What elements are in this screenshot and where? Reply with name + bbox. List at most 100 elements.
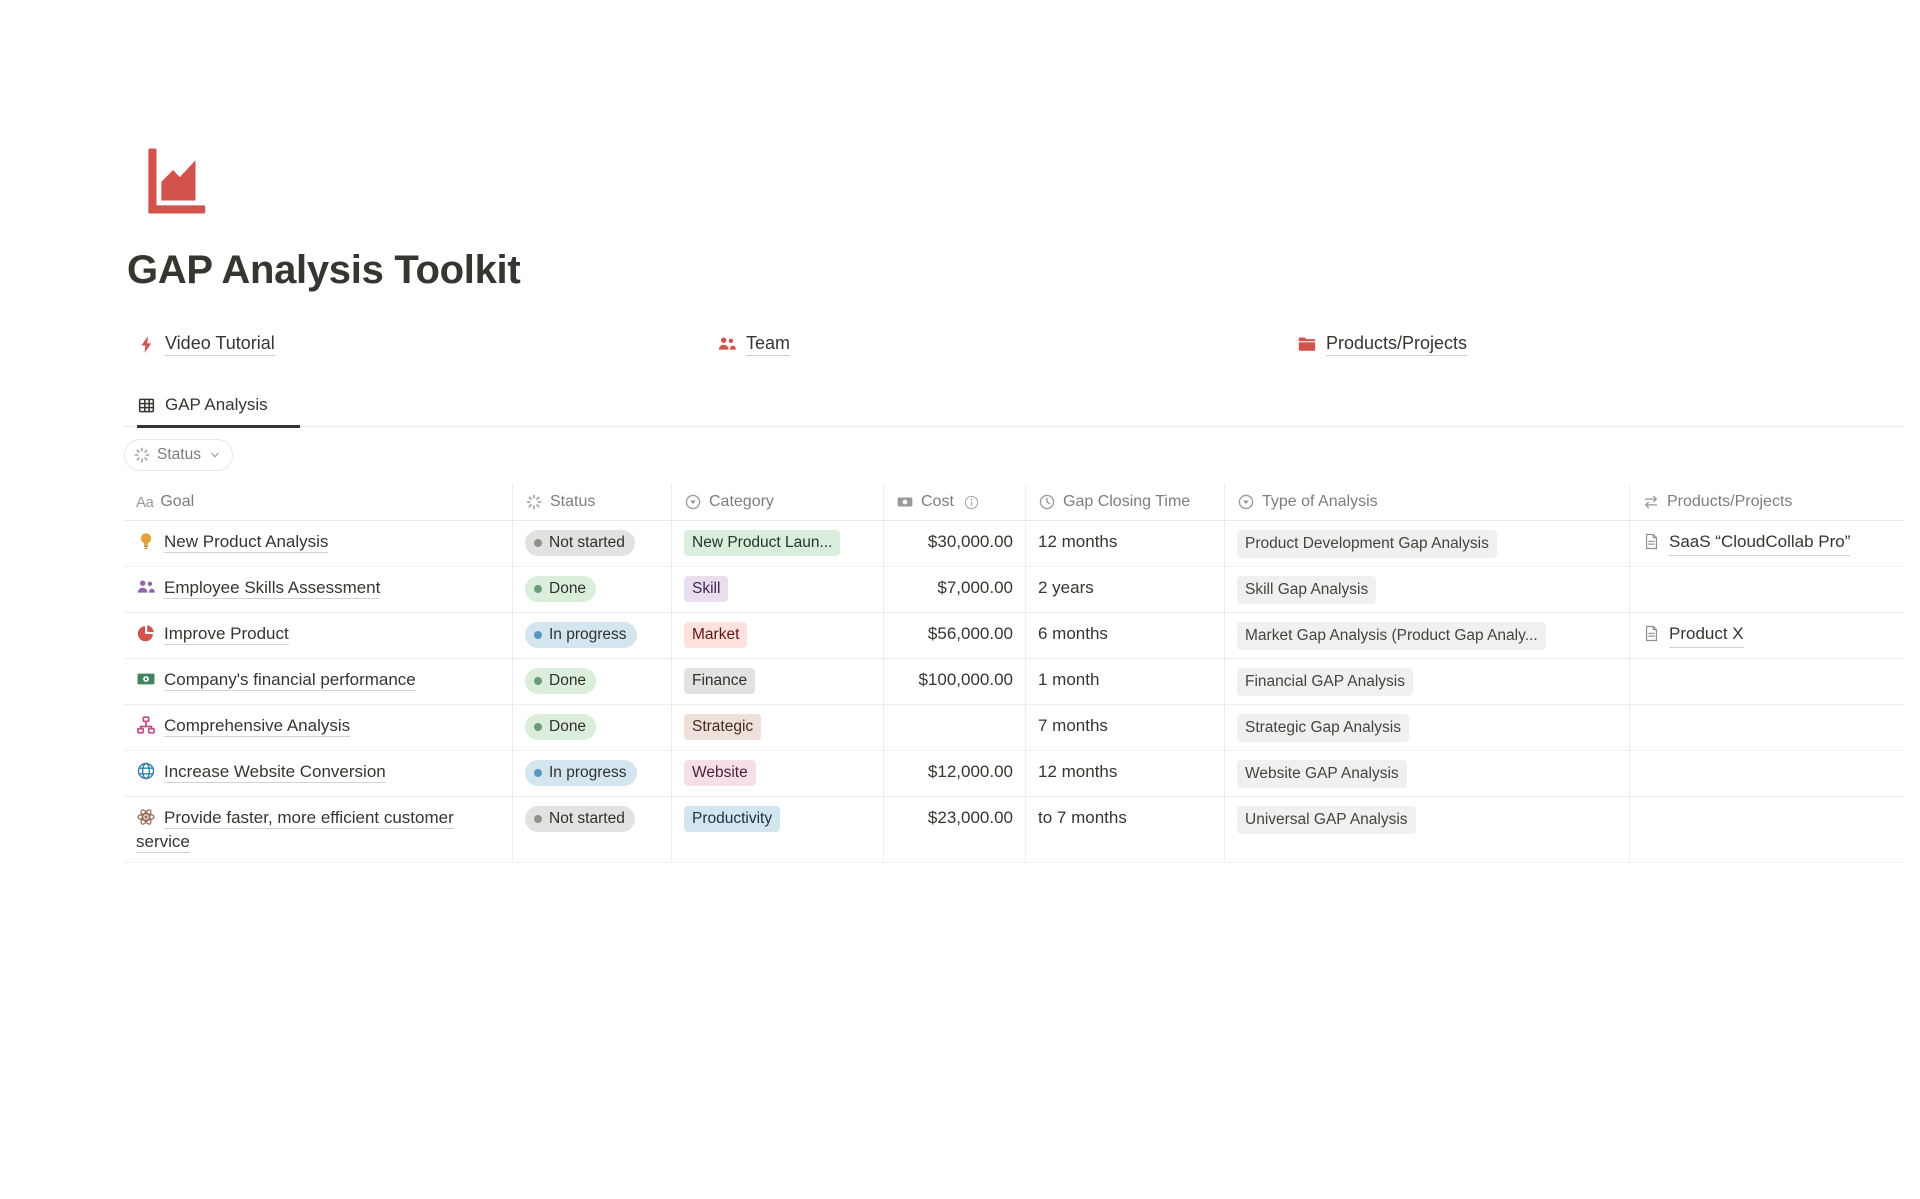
products-projects-cell[interactable]: Product X — [1630, 613, 1904, 658]
category-tag[interactable]: Strategic — [684, 714, 762, 740]
status-cell[interactable]: In progress — [513, 613, 672, 658]
link-team[interactable]: Team — [717, 333, 791, 356]
select-icon — [1237, 493, 1255, 511]
project-page-link[interactable]: SaaS “CloudCollab Pro” — [1642, 530, 1851, 556]
column-label: Goal — [160, 493, 195, 510]
goal-cell[interactable]: Employee Skills Assessment — [124, 567, 513, 612]
link-video-tutorial[interactable]: Video Tutorial — [137, 333, 275, 356]
products-projects-cell[interactable] — [1630, 659, 1904, 704]
page-title[interactable]: GAP Analysis Toolkit — [127, 248, 521, 292]
products-projects-cell[interactable] — [1630, 705, 1904, 750]
analysis-tag[interactable]: Strategic Gap Analysis — [1237, 714, 1409, 742]
type-of-analysis-cell[interactable]: Product Development Gap Analysis — [1225, 521, 1630, 566]
goal-cell[interactable]: Improve Product — [124, 613, 513, 658]
cost-cell[interactable]: $56,000.00 — [884, 613, 1026, 658]
analysis-tag[interactable]: Skill Gap Analysis — [1237, 576, 1377, 604]
category-cell[interactable]: Strategic — [672, 705, 884, 750]
category-cell[interactable]: Productivity — [672, 797, 884, 862]
red-area-chart-icon[interactable] — [137, 142, 215, 220]
category-tag[interactable]: Finance — [684, 668, 756, 694]
goal-link[interactable]: Provide faster, more efficient customer … — [136, 808, 454, 853]
column-header-type-of-analysis[interactable]: Type of Analysis — [1225, 484, 1630, 520]
column-header-status[interactable]: Status — [513, 484, 672, 520]
category-tag[interactable]: Website — [684, 760, 756, 786]
status-cell[interactable]: In progress — [513, 751, 672, 796]
analysis-tag[interactable]: Product Development Gap Analysis — [1237, 530, 1497, 558]
column-header-category[interactable]: Category — [672, 484, 884, 520]
status-badge[interactable]: In progress — [525, 760, 637, 786]
type-of-analysis-cell[interactable]: Website GAP Analysis — [1225, 751, 1630, 796]
products-projects-cell[interactable] — [1630, 567, 1904, 612]
analysis-tag[interactable]: Website GAP Analysis — [1237, 760, 1407, 788]
table-header-row: Aa Goal Status Category Cost Gap Closing Time… — [124, 484, 1904, 521]
column-header-goal[interactable]: Aa Goal — [124, 484, 513, 520]
products-projects-cell[interactable]: SaaS “CloudCollab Pro” — [1630, 521, 1904, 566]
category-tag[interactable]: Productivity — [684, 806, 781, 832]
status-badge[interactable]: In progress — [525, 622, 637, 648]
goal-link[interactable]: Employee Skills Assessment — [164, 578, 381, 599]
cost-cell[interactable]: $23,000.00 — [884, 797, 1026, 862]
category-cell[interactable]: New Product Laun... — [672, 521, 884, 566]
goal-cell[interactable]: New Product Analysis — [124, 521, 513, 566]
project-page-link[interactable]: Product X — [1642, 622, 1744, 648]
category-cell[interactable]: Market — [672, 613, 884, 658]
goal-cell[interactable]: Comprehensive Analysis — [124, 705, 513, 750]
goal-link[interactable]: New Product Analysis — [164, 532, 329, 553]
gap-closing-time-cell[interactable]: 6 months — [1026, 613, 1225, 658]
cost-cell[interactable]: $7,000.00 — [884, 567, 1026, 612]
cost-cell[interactable] — [884, 705, 1026, 750]
category-tag[interactable]: Skill — [684, 576, 729, 602]
gap-time-value: 12 months — [1038, 762, 1118, 781]
type-of-analysis-cell[interactable]: Skill Gap Analysis — [1225, 567, 1630, 612]
gap-closing-time-cell[interactable]: 2 years — [1026, 567, 1225, 612]
status-cell[interactable]: Done — [513, 705, 672, 750]
gap-closing-time-cell[interactable]: 12 months — [1026, 751, 1225, 796]
status-filter-button[interactable]: Status — [124, 439, 233, 471]
goal-link[interactable]: Improve Product — [164, 624, 289, 645]
status-badge[interactable]: Not started — [525, 530, 635, 556]
goal-cell[interactable]: Provide faster, more efficient customer … — [124, 797, 513, 862]
category-cell[interactable]: Website — [672, 751, 884, 796]
goal-link[interactable]: Company's financial performance — [164, 670, 416, 691]
status-badge[interactable]: Done — [525, 714, 597, 740]
status-cell[interactable]: Not started — [513, 797, 672, 862]
cost-cell[interactable]: $100,000.00 — [884, 659, 1026, 704]
type-of-analysis-cell[interactable]: Strategic Gap Analysis — [1225, 705, 1630, 750]
category-cell[interactable]: Finance — [672, 659, 884, 704]
type-of-analysis-cell[interactable]: Financial GAP Analysis — [1225, 659, 1630, 704]
category-tag[interactable]: New Product Laun... — [684, 530, 841, 556]
status-badge[interactable]: Done — [525, 576, 597, 602]
status-cell[interactable]: Not started — [513, 521, 672, 566]
goal-link[interactable]: Comprehensive Analysis — [164, 716, 351, 737]
gap-closing-time-cell[interactable]: 1 month — [1026, 659, 1225, 704]
status-badge[interactable]: Done — [525, 668, 597, 694]
tab-gap-analysis[interactable]: GAP Analysis — [137, 395, 300, 428]
cost-cell[interactable]: $12,000.00 — [884, 751, 1026, 796]
status-cell[interactable]: Done — [513, 567, 672, 612]
type-of-analysis-cell[interactable]: Market Gap Analysis (Product Gap Analy..… — [1225, 613, 1630, 658]
products-projects-cell[interactable] — [1630, 797, 1904, 862]
gap-closing-time-cell[interactable]: to 7 months — [1026, 797, 1225, 862]
table-row: New Product Analysis Not started New Produ… — [124, 521, 1904, 567]
products-projects-cell[interactable] — [1630, 751, 1904, 796]
goal-cell[interactable]: Company's financial performance — [124, 659, 513, 704]
status-badge[interactable]: Not started — [525, 806, 635, 832]
type-of-analysis-cell[interactable]: Universal GAP Analysis — [1225, 797, 1630, 862]
cost-cell[interactable]: $30,000.00 — [884, 521, 1026, 566]
analysis-tag[interactable]: Universal GAP Analysis — [1237, 806, 1416, 834]
category-tag[interactable]: Market — [684, 622, 748, 648]
goal-link[interactable]: Increase Website Conversion — [164, 762, 386, 783]
column-header-cost[interactable]: Cost — [884, 484, 1026, 520]
table-row: Comprehensive Analysis Done Strategic 7 mon… — [124, 705, 1904, 751]
gap-closing-time-cell[interactable]: 12 months — [1026, 521, 1225, 566]
goal-cell[interactable]: Increase Website Conversion — [124, 751, 513, 796]
category-cell[interactable]: Skill — [672, 567, 884, 612]
gap-analysis-table: Aa Goal Status Category Cost Gap Closing Time… — [124, 484, 1904, 863]
analysis-tag[interactable]: Financial GAP Analysis — [1237, 668, 1413, 696]
analysis-tag[interactable]: Market Gap Analysis (Product Gap Analy..… — [1237, 622, 1546, 650]
status-cell[interactable]: Done — [513, 659, 672, 704]
gap-closing-time-cell[interactable]: 7 months — [1026, 705, 1225, 750]
column-header-products-projects[interactable]: Products/Projects — [1630, 484, 1904, 520]
link-products-projects[interactable]: Products/Projects — [1297, 333, 1468, 356]
column-header-gap-closing-time[interactable]: Gap Closing Time — [1026, 484, 1225, 520]
